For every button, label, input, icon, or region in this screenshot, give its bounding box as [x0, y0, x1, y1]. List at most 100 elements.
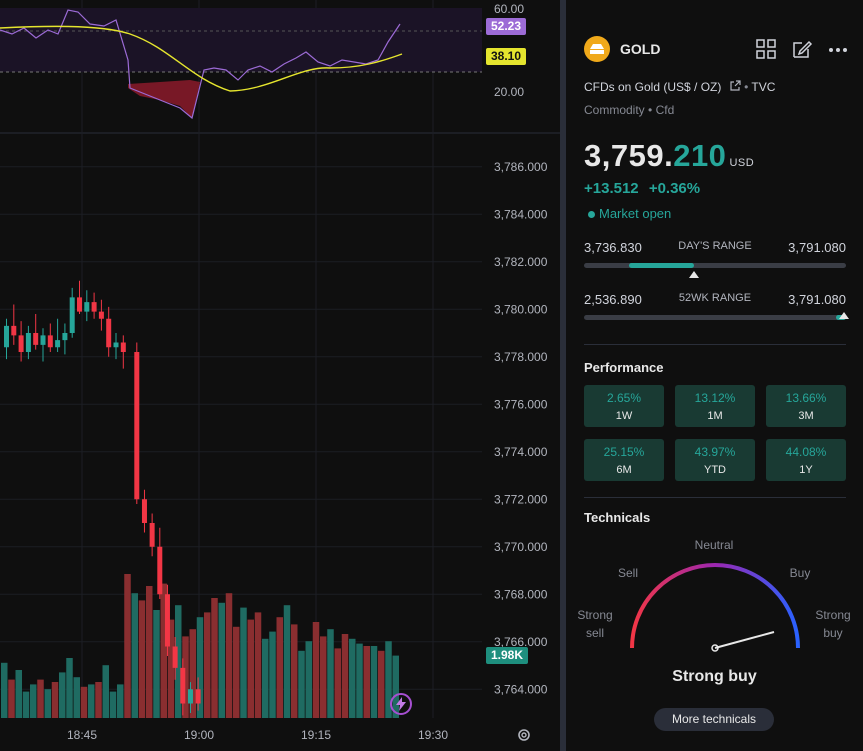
volume-bar — [124, 574, 131, 718]
rsi-axis-label: 60.00 — [494, 2, 524, 16]
candle-body — [69, 297, 75, 333]
rsi-ma-line — [0, 25, 403, 92]
technicals-title[interactable]: Technicals — [584, 510, 651, 525]
perf-period: 1W — [615, 410, 633, 422]
candle-body — [195, 689, 201, 704]
header-actions — [755, 38, 849, 60]
volume-bar — [80, 686, 88, 718]
candle-body — [91, 302, 97, 312]
candle-body — [33, 333, 39, 345]
symbol-name[interactable]: GOLD — [620, 41, 661, 57]
volume-bar — [320, 636, 327, 718]
gauge-needle — [714, 631, 775, 649]
volume-badge: 1.98K — [486, 647, 529, 664]
time-axis-label: 19:30 — [418, 728, 448, 742]
volume-bar — [349, 638, 356, 718]
candle-body — [98, 311, 104, 319]
more-options-icon[interactable] — [827, 38, 849, 60]
perf-cell[interactable]: 25.15% 6M — [584, 439, 664, 481]
wk52-range-marker-icon — [839, 312, 849, 319]
price-axis-label: 3,786.000 — [494, 160, 548, 174]
days-range-high: 3,791.080 — [788, 240, 846, 255]
volume-bar — [291, 624, 298, 718]
market-status-text: Market open — [599, 206, 672, 221]
price-axis-label: 3,764.000 — [494, 682, 548, 696]
volume-bar — [370, 646, 378, 718]
price-axis-label: 3,782.000 — [494, 255, 548, 269]
perf-cell[interactable]: 44.08% 1Y — [766, 439, 846, 481]
price-axis-label: 3,772.000 — [494, 492, 548, 506]
perf-value: 44.08% — [785, 445, 827, 459]
candle-body — [120, 342, 126, 352]
gold-logo-icon — [584, 36, 610, 62]
symbol-description[interactable]: CFDs on Gold (US$ / OZ) — [584, 80, 722, 94]
volume-bar — [1, 662, 8, 718]
perf-cell[interactable]: 13.66% 3M — [766, 385, 846, 427]
performance-title[interactable]: Performance — [584, 360, 664, 375]
change-abs: +13.512 — [584, 180, 639, 197]
perf-cell[interactable]: 43.97% YTD — [675, 439, 755, 481]
symbol-category: Commodity — [584, 103, 645, 117]
perf-cell[interactable]: 2.65% 1W — [584, 385, 664, 427]
candle-body — [84, 302, 90, 312]
volume-bar — [204, 612, 211, 718]
candle-body — [149, 523, 155, 547]
volume-bar — [254, 612, 262, 718]
price-integer: 3,759. — [584, 138, 674, 173]
volume-bar — [175, 605, 182, 718]
wk52-range-low: 2,536.890 — [584, 292, 642, 307]
perf-value: 25.15% — [603, 445, 645, 459]
price-axis-label: 3,778.000 — [494, 350, 548, 364]
price-chart[interactable]: 60.00 20.00 3,786.000 3,784.000 3,782.000 3,7… — [0, 0, 560, 751]
volume-bar — [247, 619, 254, 718]
panel-splitter[interactable] — [560, 0, 566, 751]
volume-bar — [269, 631, 276, 718]
volume-bar — [153, 610, 160, 718]
candle-body — [106, 318, 112, 348]
volume-bar — [30, 684, 37, 718]
price-axis-label: 3,784.000 — [494, 207, 548, 221]
gauge-label-strong-buy: Strong buy — [815, 608, 851, 640]
volume-bar — [51, 682, 59, 718]
perf-value: 2.65% — [606, 391, 642, 405]
gauge-label-buy: Buy — [789, 566, 811, 580]
lightning-icon[interactable] — [390, 693, 412, 715]
candle-body — [141, 499, 147, 523]
volume-bar — [356, 643, 363, 718]
volume-bar — [88, 684, 95, 718]
time-axis-label: 19:00 — [184, 728, 214, 742]
volume-bar — [109, 691, 117, 718]
candle-body — [62, 333, 68, 341]
candle-body — [187, 689, 193, 704]
edit-icon[interactable] — [791, 38, 813, 60]
volume-bar — [146, 586, 153, 718]
perf-cell[interactable]: 13.12% 1M — [675, 385, 755, 427]
candle-body — [157, 546, 163, 595]
days-range-fill — [628, 263, 695, 268]
candle-body — [134, 352, 140, 500]
volume-bar — [211, 598, 218, 718]
chart-area[interactable]: 60.00 20.00 3,786.000 3,784.000 3,782.000 3,7… — [0, 0, 560, 751]
volume-bar — [102, 665, 109, 718]
volume-bar — [276, 617, 283, 718]
grid-icon[interactable] — [755, 38, 777, 60]
external-link-icon[interactable] — [729, 80, 741, 95]
more-technicals-button[interactable]: More technicals — [654, 708, 774, 731]
volume-bar — [327, 629, 334, 718]
gauge-label-sell: Sell — [617, 566, 638, 580]
last-price: 3,759.210 USD — [584, 138, 754, 174]
volume-bar — [22, 691, 30, 718]
ma-value-badge: 38.10 — [486, 48, 527, 65]
days-range-bar — [584, 263, 846, 268]
volume-bar — [138, 600, 146, 718]
perf-period: 6M — [616, 464, 632, 476]
candle-body — [164, 594, 170, 647]
candle-body — [11, 325, 17, 336]
symbol-details-panel: GOLD CFDs on Gold (US$ / OZ) • TVC Commo… — [566, 0, 863, 751]
symbol-exchange[interactable]: TVC — [751, 80, 776, 94]
time-axis-label: 18:45 — [67, 728, 97, 742]
volume-bar — [117, 684, 124, 718]
volume-bar — [189, 629, 196, 718]
technicals-gauge — [630, 563, 800, 652]
settings-gear-icon[interactable] — [515, 726, 533, 744]
